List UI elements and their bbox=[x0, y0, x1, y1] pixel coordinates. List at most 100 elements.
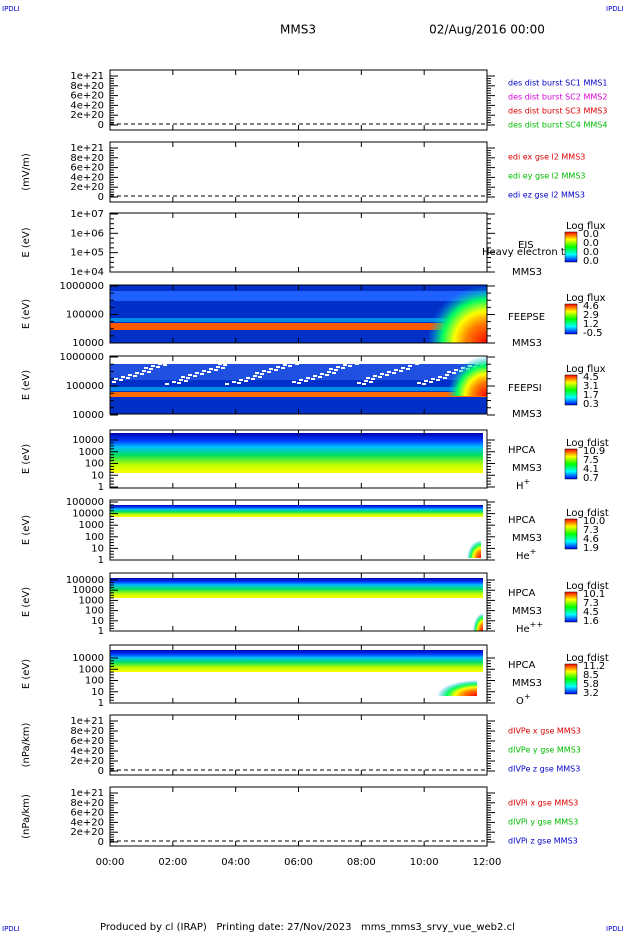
y-tick-label: 0 bbox=[98, 766, 104, 777]
ion-charge: + bbox=[530, 547, 537, 556]
legend-entry: des dist burst SC2 MMS2 bbox=[508, 93, 607, 102]
corner-label: IPDLI bbox=[606, 925, 624, 933]
y-axis-label: E (eV) bbox=[21, 227, 32, 257]
colorbar-title: Log flux bbox=[566, 293, 606, 304]
colorbar-label: 4.5 bbox=[583, 372, 599, 383]
corner-label: IPDLI bbox=[2, 5, 20, 13]
speckle bbox=[385, 374, 389, 376]
satellite-title: MMS3 bbox=[280, 23, 316, 37]
colorbar-label: 10.9 bbox=[583, 446, 605, 457]
speckle bbox=[410, 362, 414, 364]
spectrogram bbox=[447, 356, 487, 396]
y-axis-label: E (eV) bbox=[21, 659, 32, 689]
colorbar-label: 4.6 bbox=[583, 301, 599, 312]
ion-charge: + bbox=[524, 477, 531, 486]
speckle bbox=[200, 373, 204, 375]
y-tick-label: 10000 bbox=[72, 585, 104, 596]
colorbar bbox=[564, 663, 578, 695]
y-tick-label: 10000 bbox=[72, 509, 104, 520]
speckle bbox=[262, 370, 266, 372]
colorbar-label: 7.3 bbox=[583, 598, 599, 609]
colorbar-label: 1.2 bbox=[583, 319, 599, 330]
instrument-label: HPCA bbox=[508, 660, 536, 671]
y-tick-label: 6e+20 bbox=[70, 808, 104, 819]
spectrogram bbox=[437, 680, 477, 696]
y-tick-label: 10000 bbox=[72, 338, 104, 349]
speckle bbox=[357, 382, 361, 384]
colorbar-label: 7.5 bbox=[583, 455, 599, 466]
speckle bbox=[156, 366, 160, 368]
speckle bbox=[341, 367, 345, 369]
speckle bbox=[297, 382, 301, 384]
spectrogram bbox=[467, 540, 481, 558]
y-axis-label: (nPa/km) bbox=[21, 723, 32, 768]
y-tick-label: 1000 bbox=[79, 520, 104, 531]
ion-label: O+ bbox=[516, 692, 531, 708]
x-tick-label: 00:00 bbox=[96, 857, 125, 868]
y-tick-label: 10 bbox=[91, 616, 104, 627]
y-tick-label: 10000 bbox=[72, 410, 104, 421]
speckle bbox=[288, 365, 292, 367]
panel-frame bbox=[109, 69, 488, 131]
speckle bbox=[163, 364, 167, 366]
y-tick-label: 100000 bbox=[66, 381, 104, 392]
colorbar bbox=[564, 518, 578, 550]
colorbar-title: Log flux bbox=[566, 221, 606, 232]
y-tick-label: 1000 bbox=[79, 664, 104, 675]
speckle bbox=[133, 375, 137, 377]
speckle bbox=[320, 373, 324, 375]
speckle bbox=[343, 364, 347, 366]
speckle bbox=[216, 366, 220, 368]
y-tick-label: 10 bbox=[91, 470, 104, 481]
speckle bbox=[292, 381, 296, 383]
colorbar-title: Log flux bbox=[566, 364, 606, 375]
colorbar-title: Log fdist bbox=[566, 581, 609, 592]
ion-name: He bbox=[516, 551, 530, 562]
y-tick-label: 4e+20 bbox=[70, 100, 104, 111]
y-tick-label: 2e+20 bbox=[70, 756, 104, 767]
y-tick-label: 1e+21 bbox=[70, 788, 104, 799]
speckle bbox=[140, 373, 144, 375]
speckle bbox=[193, 375, 197, 377]
speckle bbox=[318, 376, 322, 378]
y-tick-label: 100 bbox=[85, 676, 104, 687]
panel-frame bbox=[109, 786, 488, 847]
y-tick-label: 2e+20 bbox=[70, 110, 104, 121]
y-tick-label: 8e+20 bbox=[70, 153, 104, 164]
colorbar-label: 0.7 bbox=[583, 473, 599, 484]
colorbar-label: 10.1 bbox=[583, 589, 605, 600]
spectrogram bbox=[110, 392, 487, 397]
speckle bbox=[179, 379, 183, 381]
colorbar-label: 2.9 bbox=[583, 310, 599, 321]
panel-frame bbox=[109, 714, 488, 776]
speckle bbox=[415, 363, 419, 365]
y-tick-label: 10 bbox=[91, 543, 104, 554]
panel-frame bbox=[109, 212, 488, 273]
y-tick-label: 100000 bbox=[66, 575, 104, 586]
y-axis-label: E (eV) bbox=[21, 587, 32, 617]
date-title: 02/Aug/2016 00:00 bbox=[429, 23, 545, 37]
speckle bbox=[126, 377, 130, 379]
colorbar-label: -0.5 bbox=[583, 328, 603, 339]
speckle bbox=[443, 377, 447, 379]
colorbar bbox=[564, 231, 578, 263]
speckle bbox=[332, 372, 336, 374]
ion-label: He++ bbox=[516, 620, 543, 636]
speckle bbox=[151, 365, 155, 367]
colorbar-label: 4.5 bbox=[583, 607, 599, 618]
x-tick-label: 08:00 bbox=[347, 857, 376, 868]
y-tick-label: 1000000 bbox=[59, 281, 104, 292]
speckle bbox=[295, 363, 299, 365]
speckle bbox=[207, 371, 211, 373]
colorbar bbox=[564, 303, 578, 335]
speckle bbox=[246, 377, 250, 379]
speckle bbox=[214, 369, 218, 371]
speckle bbox=[147, 371, 151, 373]
speckle bbox=[422, 383, 426, 385]
speckle bbox=[165, 383, 169, 385]
y-tick-label: 1e+21 bbox=[70, 71, 104, 82]
speckle bbox=[408, 365, 412, 367]
colorbar bbox=[564, 374, 578, 406]
speckle bbox=[424, 380, 428, 382]
speckle bbox=[417, 382, 421, 384]
